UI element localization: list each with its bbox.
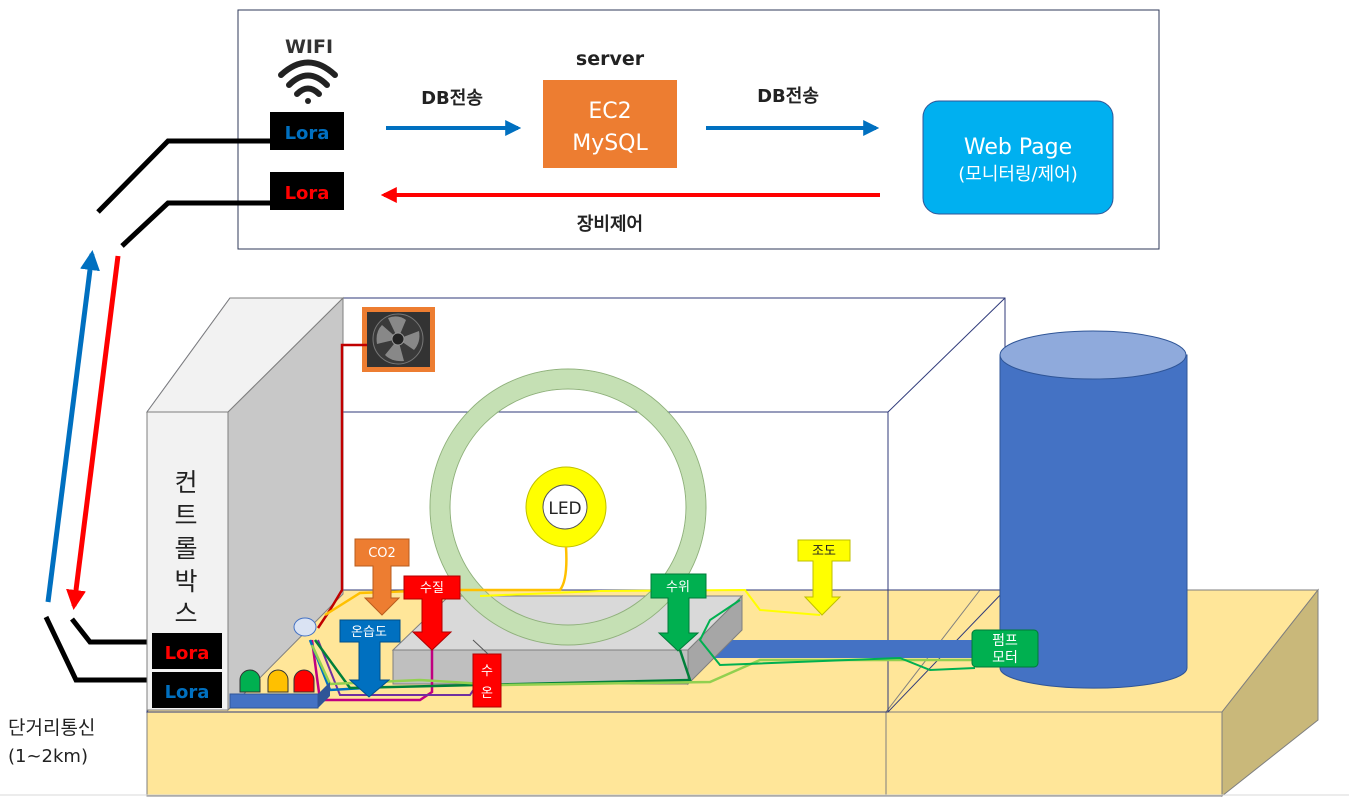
green-led-icon	[239, 669, 261, 693]
water-temp-label-1: 수	[481, 664, 493, 679]
downlink-arrow	[66, 255, 121, 610]
wire-illuminance	[479, 588, 821, 616]
platform-front	[146, 711, 1223, 797]
web-page-label: Web Page	[964, 135, 1072, 160]
wire-pump	[310, 644, 975, 687]
lora-module-top-2	[270, 172, 344, 210]
pump-label-2: 모터	[992, 650, 1018, 666]
fan-icon	[372, 313, 424, 365]
db-send-left-label: DB전송	[421, 88, 483, 109]
comm-label: 단거리통신	[8, 717, 95, 739]
temp-humidity-label: 온습도	[351, 625, 387, 640]
lora-module-bottom-1	[152, 633, 222, 669]
water-temp-label-2: 온	[481, 686, 493, 701]
illuminance-label: 조도	[812, 544, 836, 559]
web-page-sub-label: (모니터링/제어)	[958, 164, 1077, 185]
led-light-inner	[542, 484, 588, 530]
yellow-led-icon	[267, 669, 289, 693]
water-quality-label: 수질	[420, 581, 444, 596]
water-pipe	[702, 640, 980, 658]
water-temp-sensor	[472, 653, 502, 708]
comm-range-label: (1~2km)	[8, 746, 88, 767]
wire-pump-2	[698, 599, 976, 672]
co2-sensor	[354, 538, 410, 616]
temp-humidity-sensor	[339, 619, 401, 698]
control-box-label: 컨 트 롤 박 스	[174, 468, 197, 628]
wire-water-quality	[310, 639, 434, 702]
fish-tank-front	[392, 649, 689, 685]
led-board	[229, 693, 319, 709]
water-tank-top	[999, 330, 1187, 380]
server-label: server	[576, 48, 645, 70]
ring-light-inner-outline	[449, 388, 687, 626]
lora-top-1-label: Lora	[285, 123, 330, 144]
ring-light-outline	[429, 368, 707, 646]
illuminance-sensor	[797, 539, 851, 616]
antenna-line-top-1	[96, 138, 270, 214]
pump-label-1: 펌프	[992, 633, 1018, 649]
control-box-char-1: 컨	[174, 468, 197, 497]
control-box-char-2: 트	[174, 501, 197, 530]
lora-top-2-label: Lora	[285, 183, 330, 204]
ec2-label: EC2	[588, 99, 631, 124]
uplink-arrow	[45, 250, 100, 603]
antenna-line-bottom-2	[43, 615, 152, 683]
enclosure-edge-2	[887, 297, 1006, 413]
lora-bottom-1-label: Lora	[165, 643, 210, 664]
enclosure-back	[229, 297, 1006, 591]
control-box-char-3: 롤	[174, 534, 197, 563]
antenna-line-top-2	[120, 200, 270, 248]
wire-hub	[293, 617, 317, 637]
control-box-char-5: 스	[174, 599, 197, 628]
lora-module-top-1	[270, 112, 344, 150]
wire-fan	[316, 343, 367, 629]
antenna-line-bottom-1	[70, 617, 152, 645]
wifi-label: WIFI	[285, 36, 333, 58]
led-board-side	[318, 682, 330, 708]
control-label: 장비제어	[577, 214, 643, 235]
db-send-right-label: DB전송	[757, 86, 819, 107]
web-page-box	[922, 100, 1114, 215]
ring-light	[430, 369, 706, 645]
control-box-char-4: 박	[174, 567, 197, 596]
water-level-sensor	[650, 573, 707, 652]
lora-module-bottom-2	[152, 672, 222, 708]
water-temp-probe	[472, 639, 489, 655]
platform-side	[1221, 588, 1319, 798]
water-quality-sensor	[403, 575, 461, 651]
ec2-server-box	[543, 80, 677, 168]
lora-bottom-2-label: Lora	[165, 682, 210, 703]
pump-motor	[971, 629, 1039, 668]
red-led-icon	[293, 669, 315, 693]
mysql-label: MySQL	[572, 131, 648, 156]
wifi-icon	[278, 59, 338, 104]
water-level-label: 수위	[666, 580, 690, 595]
co2-label: CO2	[368, 546, 396, 561]
led-label: LED	[548, 499, 581, 519]
water-tank	[999, 354, 1188, 689]
